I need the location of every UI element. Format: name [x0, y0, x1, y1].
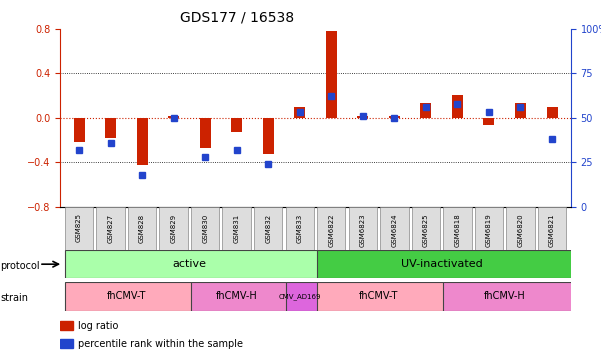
FancyBboxPatch shape — [65, 207, 93, 250]
Text: GSM832: GSM832 — [265, 213, 271, 243]
Text: percentile rank within the sample: percentile rank within the sample — [78, 339, 243, 349]
Text: fhCMV-H: fhCMV-H — [216, 291, 258, 301]
FancyBboxPatch shape — [380, 207, 409, 250]
FancyBboxPatch shape — [285, 282, 328, 311]
Bar — [73, 118, 85, 142]
FancyBboxPatch shape — [412, 207, 440, 250]
Text: GSM827: GSM827 — [108, 213, 114, 243]
Text: fhCMV-H: fhCMV-H — [484, 291, 526, 301]
Bar — [168, 116, 179, 118]
FancyBboxPatch shape — [159, 207, 188, 250]
Bar — [452, 95, 463, 118]
FancyBboxPatch shape — [443, 207, 472, 250]
Text: log ratio: log ratio — [78, 321, 118, 331]
Bar — [105, 118, 116, 138]
Text: UV-inactivated: UV-inactivated — [401, 259, 483, 269]
FancyBboxPatch shape — [349, 207, 377, 250]
Text: GSM833: GSM833 — [297, 213, 303, 243]
Text: fhCMV-T: fhCMV-T — [359, 291, 398, 301]
Text: GSM6824: GSM6824 — [391, 213, 397, 247]
FancyBboxPatch shape — [285, 207, 314, 250]
FancyBboxPatch shape — [506, 207, 535, 250]
Bar — [200, 118, 211, 148]
Text: GSM829: GSM829 — [171, 213, 177, 243]
Text: GSM825: GSM825 — [76, 213, 82, 242]
FancyBboxPatch shape — [128, 207, 156, 250]
FancyBboxPatch shape — [254, 207, 282, 250]
Bar — [326, 31, 337, 118]
FancyBboxPatch shape — [317, 250, 594, 278]
Text: fhCMV-T: fhCMV-T — [106, 291, 146, 301]
FancyBboxPatch shape — [538, 207, 566, 250]
Bar — [263, 118, 273, 154]
FancyBboxPatch shape — [317, 207, 346, 250]
Text: GSM6818: GSM6818 — [454, 213, 460, 247]
Text: GSM6822: GSM6822 — [328, 213, 334, 247]
Bar — [546, 107, 558, 118]
Text: GSM6821: GSM6821 — [549, 213, 555, 247]
Bar — [136, 118, 148, 165]
Text: strain: strain — [0, 293, 28, 303]
Text: GSM6819: GSM6819 — [486, 213, 492, 247]
Bar — [358, 116, 368, 118]
FancyBboxPatch shape — [191, 207, 219, 250]
FancyBboxPatch shape — [65, 250, 328, 278]
FancyBboxPatch shape — [222, 207, 251, 250]
Text: GSM6820: GSM6820 — [517, 213, 523, 247]
FancyBboxPatch shape — [96, 207, 125, 250]
FancyBboxPatch shape — [443, 282, 594, 311]
Bar — [60, 321, 73, 330]
FancyBboxPatch shape — [191, 282, 297, 311]
Text: GSM830: GSM830 — [202, 213, 208, 243]
Text: GSM6823: GSM6823 — [360, 213, 366, 247]
Bar — [483, 118, 495, 125]
Bar — [60, 339, 73, 348]
Bar — [231, 118, 242, 132]
Bar — [294, 107, 305, 118]
FancyBboxPatch shape — [475, 207, 503, 250]
FancyBboxPatch shape — [65, 282, 202, 311]
Bar — [389, 116, 400, 118]
Text: GDS177 / 16538: GDS177 / 16538 — [180, 11, 294, 25]
Text: active: active — [172, 259, 206, 269]
Text: GSM828: GSM828 — [139, 213, 145, 243]
Bar — [420, 103, 432, 118]
Text: CMV_AD169: CMV_AD169 — [278, 293, 321, 300]
Text: GSM831: GSM831 — [234, 213, 240, 243]
Text: GSM6825: GSM6825 — [423, 213, 429, 247]
Text: protocol: protocol — [0, 261, 40, 271]
FancyBboxPatch shape — [317, 282, 454, 311]
Bar — [515, 103, 526, 118]
